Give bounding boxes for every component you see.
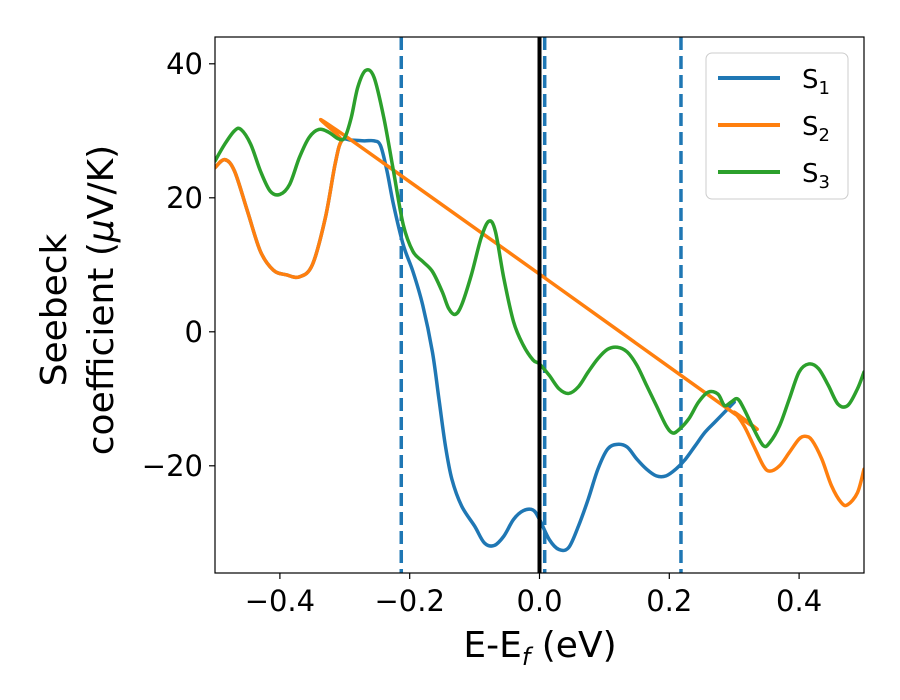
x-tick-label: −0.4 [245,584,315,618]
y-tick-label: 40 [166,47,203,81]
y-tick-label: 20 [166,181,203,215]
legend-label-s3: S3 [802,159,830,193]
x-tick-label: −0.2 [374,584,444,618]
y-axis-title-line1: Seebeck [34,233,75,386]
x-tick-label: 0.4 [776,584,822,618]
legend-label-s1: S1 [802,65,830,99]
x-axis-title: E-Ef (eV) [463,625,616,671]
y-tick-label: 0 [185,315,203,349]
series-line-s3 [215,67,864,449]
x-tick-label: 0.2 [646,584,692,618]
legend-label-s2: S2 [802,112,830,146]
legend: S1 S2 S3 [705,52,849,200]
x-tick-label: 0.0 [516,584,562,618]
y-axis-title-line2: coefficient (μV/K) [81,145,122,455]
y-tick-label: −20 [142,449,203,483]
